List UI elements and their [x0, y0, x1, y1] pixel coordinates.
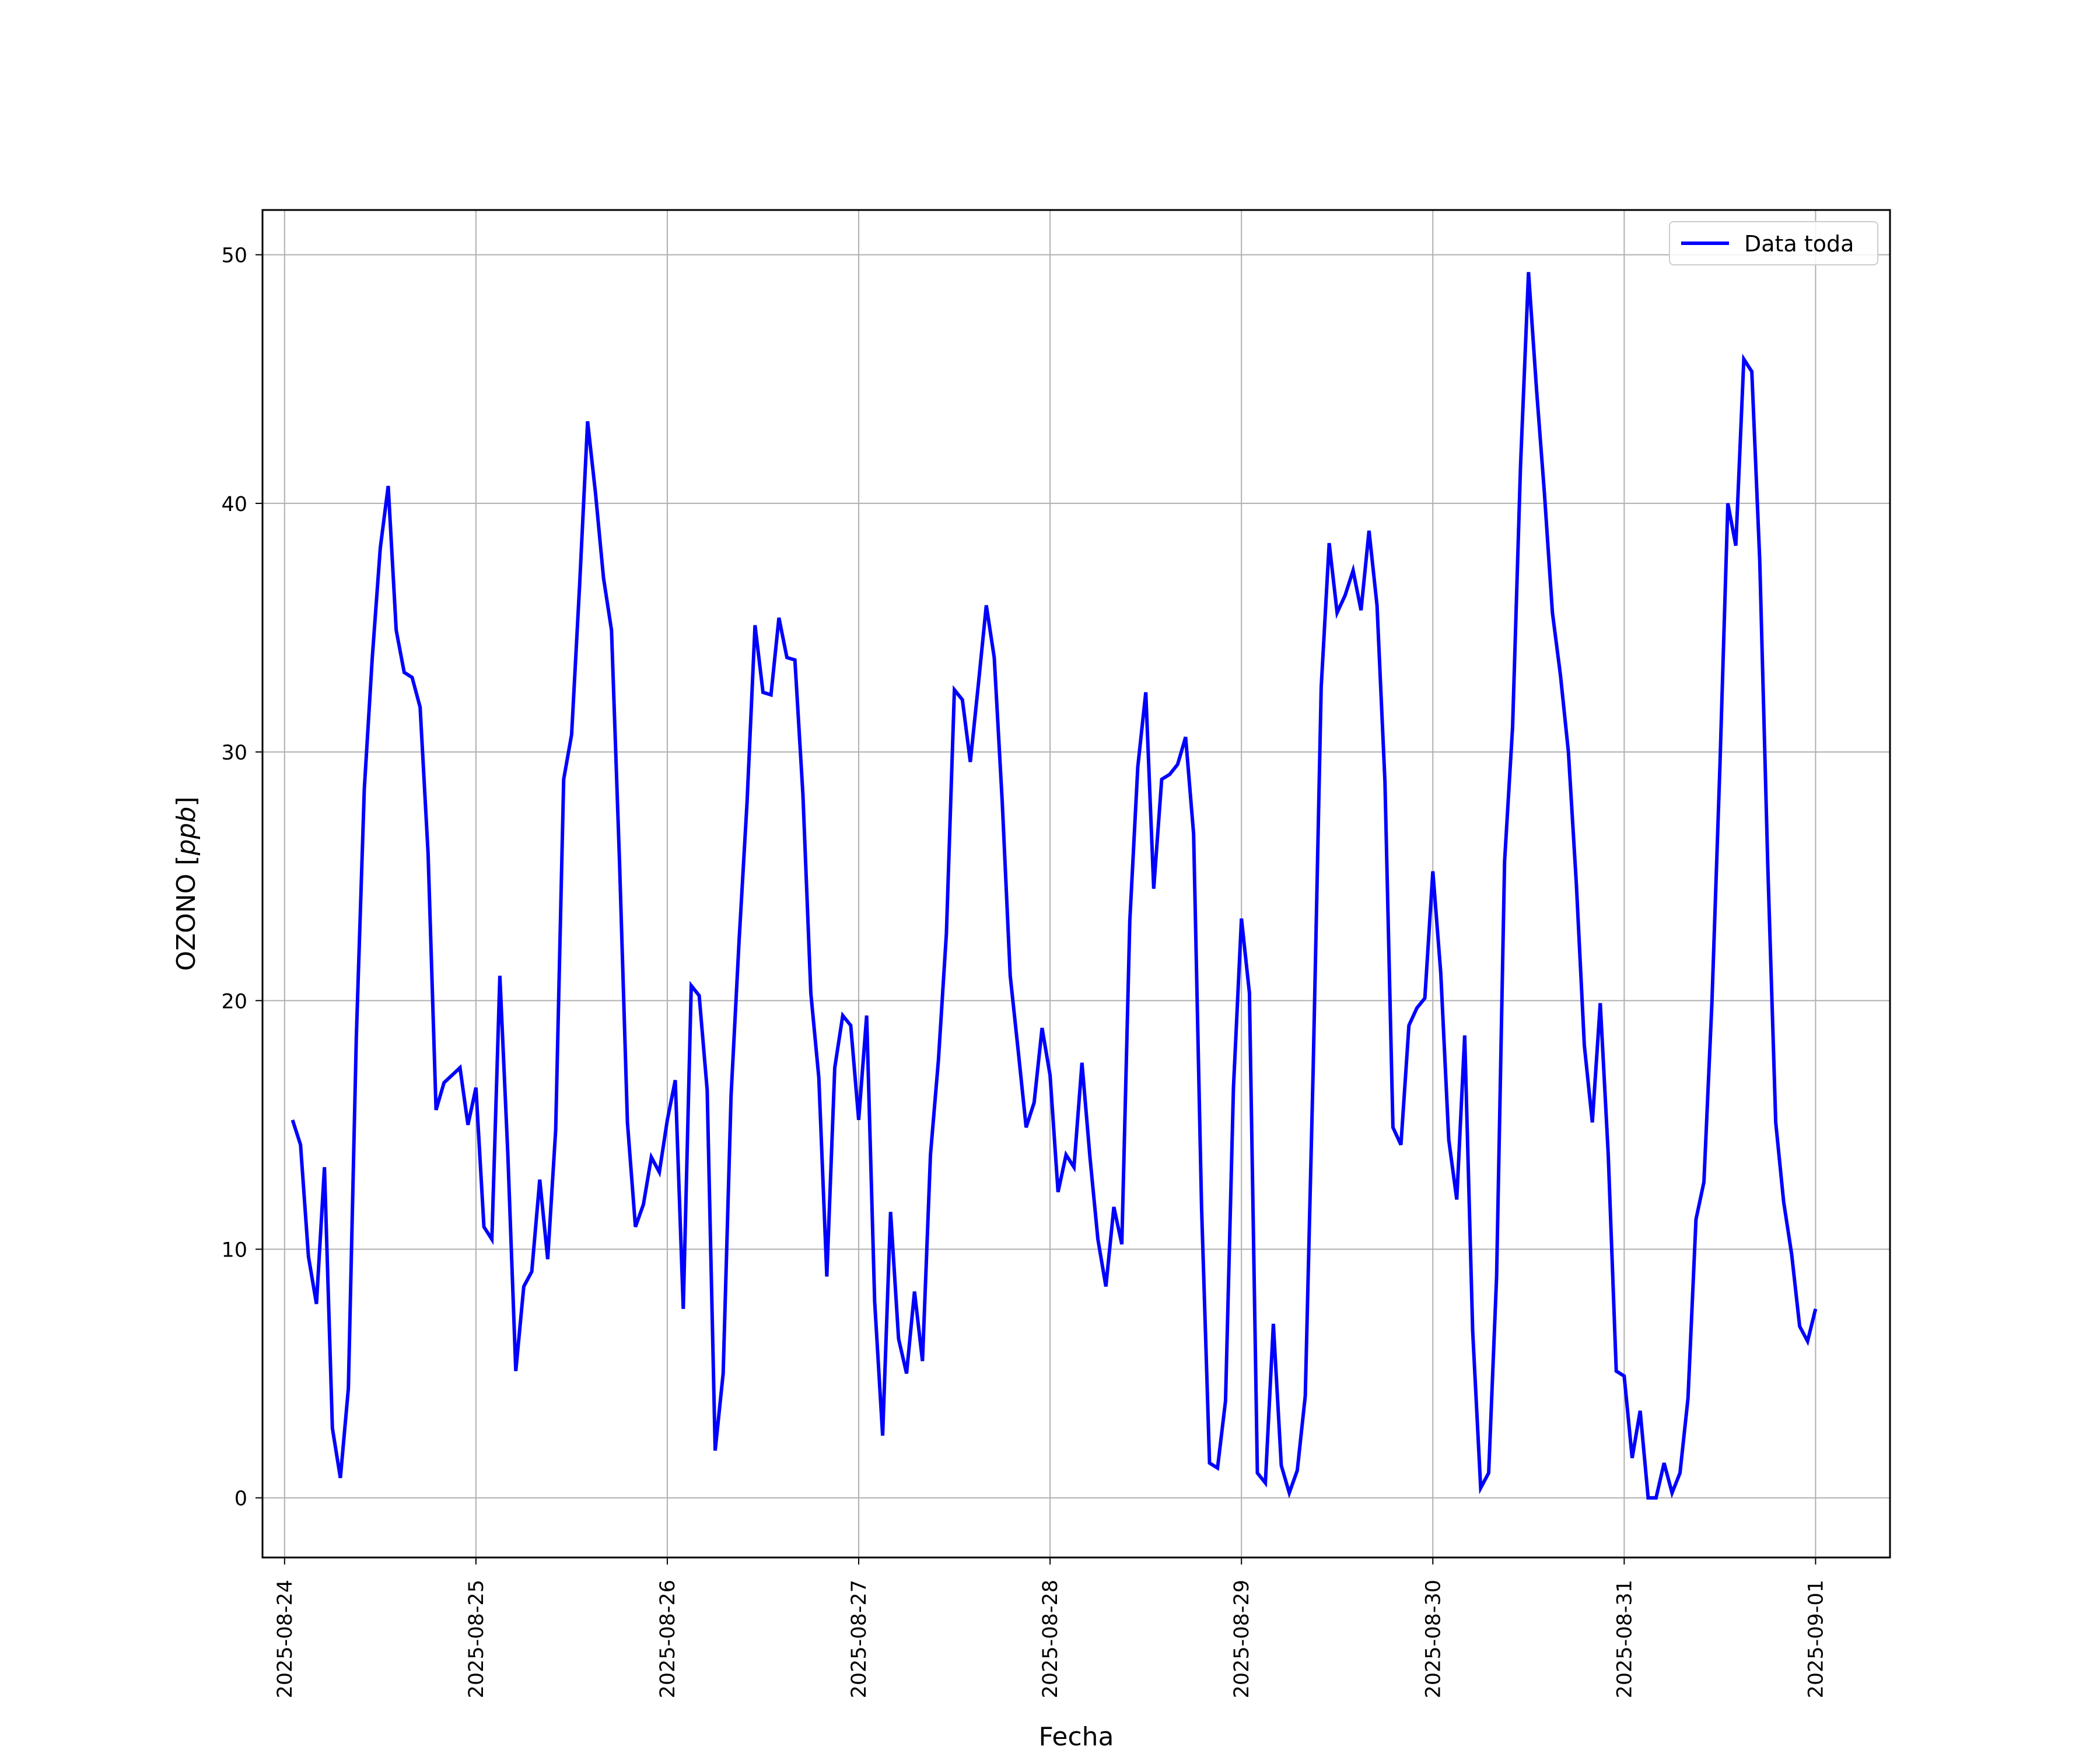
x-tick-label: 2025-08-31 [1613, 1580, 1636, 1698]
y-tick-label: 0 [235, 1488, 247, 1511]
legend-box [1669, 221, 1878, 265]
x-tick-label: 2025-08-24 [274, 1580, 297, 1698]
y-tick-label: 10 [221, 1239, 247, 1262]
x-tick-label: 2025-08-28 [1039, 1580, 1062, 1698]
y-tick-label: 30 [221, 741, 247, 765]
series-layer [290, 272, 1818, 1500]
y-tick-label: 50 [221, 244, 247, 268]
y-tick-label: 40 [221, 493, 247, 516]
x-tick-label: 2025-08-29 [1230, 1580, 1254, 1698]
y-axis-title: OZONO [ppb] [172, 796, 201, 971]
x-tick-label: 2025-08-25 [465, 1580, 488, 1698]
x-tick-label: 2025-09-01 [1804, 1580, 1828, 1698]
x-axis-title: Fecha [1038, 1722, 1114, 1750]
legend-label-data-toda: Data toda [1744, 231, 1854, 257]
legend: Data toda [1669, 221, 1878, 265]
x-tick-labels: 2025-08-24 2025-08-25 2025-08-26 2025-08-27… [274, 1580, 1828, 1698]
plot-frame [261, 209, 1891, 1559]
series-line-data-toda [290, 272, 1818, 1500]
x-tick-label: 2025-08-30 [1422, 1580, 1445, 1698]
y-axis-title-unit: ppb [172, 807, 201, 856]
y-tick-labels: 0 10 20 30 40 50 [221, 244, 247, 1511]
plot-area [262, 210, 1890, 1558]
y-axis-title-text: OZONO [172, 874, 201, 971]
x-tick-label: 2025-08-26 [656, 1580, 680, 1698]
x-tick-label: 2025-08-27 [848, 1580, 871, 1698]
y-tick-label: 20 [221, 990, 247, 1013]
grid [262, 210, 1890, 1558]
ticks [256, 254, 1817, 1564]
